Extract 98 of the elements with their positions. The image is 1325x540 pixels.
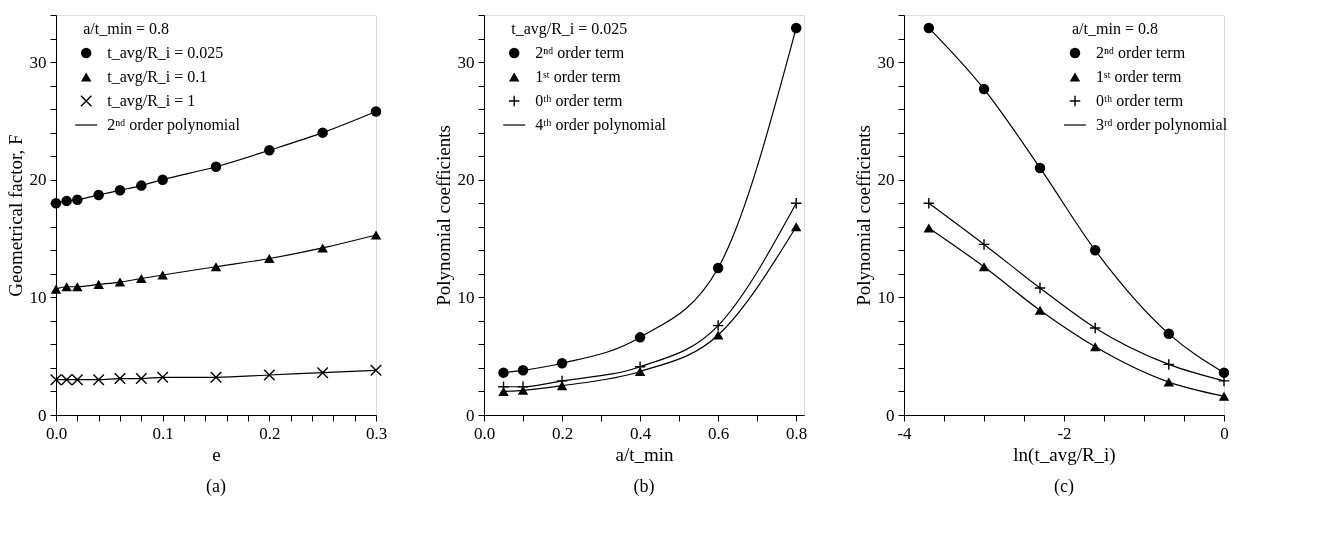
point (72, 194, 83, 205)
point (1163, 377, 1175, 387)
y-tick-label: 20 (29, 170, 47, 190)
x-axis-title: ln(t_avg/R_i) (1013, 443, 1116, 466)
point (517, 365, 529, 376)
x-axis-title: e (212, 443, 221, 465)
point (156, 371, 169, 384)
x-tick-label: 0.3 (365, 423, 388, 443)
x-tick-label: 0.1 (152, 423, 174, 443)
x-tick-label: 0.0 (45, 423, 68, 443)
point (264, 253, 275, 264)
y-tick-label: 30 (877, 52, 895, 72)
legend-label: 4ᵗʰ order polynomial (535, 116, 667, 134)
point (370, 364, 382, 377)
x-axis-title: a/t_min (615, 443, 675, 465)
point (923, 22, 935, 34)
y-tick-label: 10 (29, 287, 47, 307)
point (712, 262, 724, 274)
x-tick-label: 0 (1220, 423, 1229, 443)
text: (c) (1054, 476, 1074, 497)
point (136, 273, 147, 284)
point (556, 358, 568, 369)
point (61, 282, 72, 292)
point (634, 332, 646, 343)
legend-label: 0ᵗʰ order term (535, 92, 624, 109)
legend-label: t_avg/R_i = 1 (107, 92, 196, 110)
point (790, 222, 802, 232)
point (210, 161, 222, 172)
y-axis-title: Polynomial coefficients (432, 125, 454, 306)
point (50, 198, 62, 209)
point (157, 270, 168, 280)
point (1163, 328, 1175, 340)
legend-label: 0ᵗʰ order term (1096, 92, 1184, 109)
legend-label: 2ⁿᵈ order polynomial (107, 116, 241, 134)
y-tick-label: 30 (29, 52, 47, 72)
point (790, 22, 802, 34)
point (1089, 322, 1102, 334)
y-tick-label: 10 (877, 287, 895, 307)
point (114, 372, 126, 385)
y-tick-label: 30 (457, 52, 475, 72)
legend-label: t_avg/R_i = 0.025 (107, 44, 224, 62)
x-tick-label: 0.6 (708, 423, 730, 443)
text: (a) (206, 476, 226, 497)
point (264, 145, 275, 156)
point (370, 230, 382, 240)
legend-label: 2ⁿᵈ order term (1096, 44, 1186, 61)
point (114, 185, 126, 196)
point (1089, 342, 1101, 352)
point (210, 371, 222, 384)
point (370, 106, 382, 117)
x-tick-label: 0.4 (629, 423, 652, 443)
point (93, 189, 104, 201)
point (210, 262, 222, 272)
y-axis-title: Geometrical factor, F (4, 134, 26, 297)
x-tick-label: -4 (897, 423, 913, 443)
point (157, 174, 168, 185)
x-tick-label: 0.2 (551, 423, 574, 443)
point (92, 373, 105, 386)
point (50, 284, 62, 294)
legend-label: 3ʳᵈ order polynomial (1096, 116, 1228, 134)
point (93, 279, 104, 289)
legend-title: a/t_min = 0.8 (1072, 20, 1158, 37)
point (316, 366, 329, 379)
point (1089, 245, 1101, 256)
legend-label: t_avg/R_i = 0.1 (107, 68, 208, 86)
y-tick-label: 0 (886, 405, 895, 425)
x-tick-label: -2 (1057, 423, 1072, 443)
point (978, 262, 990, 272)
legend-title: t_avg/R_i = 0.025 (511, 20, 628, 38)
legend-label: 1ˢᵗ order term (1096, 68, 1183, 85)
point (1218, 367, 1230, 378)
point (114, 277, 126, 287)
y-tick-label: 20 (877, 170, 895, 190)
point (72, 282, 83, 292)
y-axis-title: Polynomial coefficients (852, 125, 874, 306)
x-tick-label: 0.0 (473, 423, 496, 443)
point (263, 369, 276, 381)
point (712, 330, 724, 340)
point (61, 195, 72, 207)
point (1218, 391, 1230, 401)
y-tick-label: 10 (457, 287, 475, 307)
point (1034, 162, 1046, 174)
legend-title: a/t_min = 0.8 (83, 20, 170, 37)
point (317, 127, 328, 138)
point (135, 372, 148, 385)
point (1034, 282, 1046, 294)
point (978, 83, 990, 95)
x-tick-label: 0.2 (259, 423, 281, 443)
legend-label: 2ⁿᵈ order term (535, 44, 625, 61)
point (136, 180, 147, 191)
y-tick-label: 0 (466, 405, 475, 425)
y-tick-label: 20 (457, 170, 475, 190)
x-tick-label: 0.8 (786, 423, 808, 443)
legend-label: 1ˢᵗ order term (535, 68, 622, 85)
text: (b) (633, 476, 655, 497)
point (1034, 305, 1046, 315)
point (498, 367, 509, 378)
y-tick-label: 0 (38, 405, 47, 425)
